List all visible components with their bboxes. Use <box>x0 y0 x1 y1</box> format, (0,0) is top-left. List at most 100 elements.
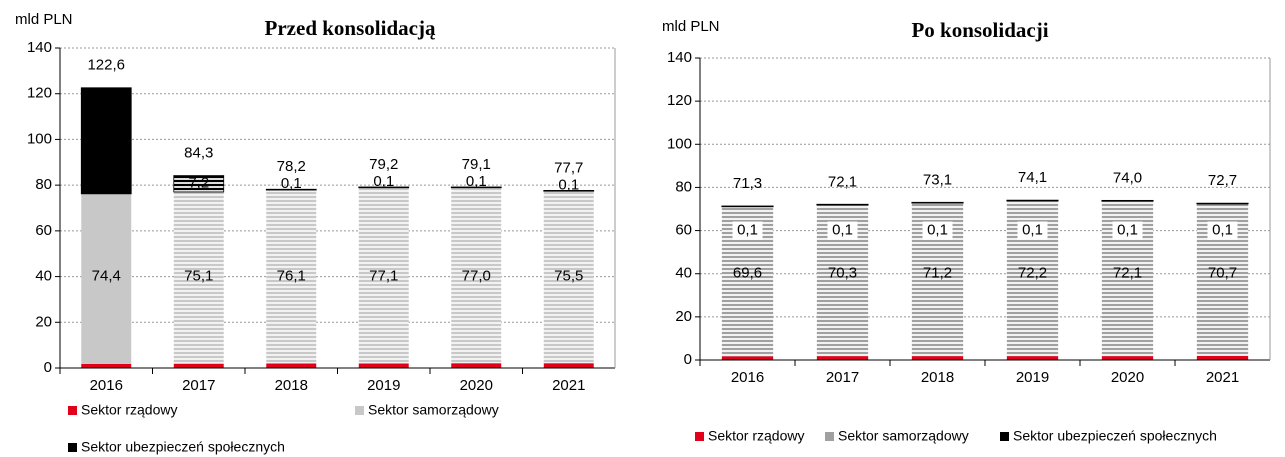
y-axis-label: mld PLN <box>662 18 720 35</box>
value-label: 70,7 <box>1208 265 1237 282</box>
y-tick-label: 80 <box>675 178 692 195</box>
bar-segment <box>265 188 317 191</box>
y-tick-label: 0 <box>684 351 692 368</box>
legend-label: Sektor ubezpieczeń społecznych <box>81 439 285 455</box>
value-label: 0,1 <box>1117 222 1138 239</box>
bar-segment <box>816 203 869 206</box>
bar-segment <box>81 193 132 364</box>
x-tick-label: 2016 <box>90 377 123 394</box>
bar-segment <box>1006 356 1059 360</box>
bar-segment <box>80 87 132 195</box>
chart-title: Przed konsolidacją <box>265 16 436 40</box>
total-label: 74,0 <box>1113 169 1142 186</box>
bar-segment <box>816 356 869 360</box>
total-label: 72,1 <box>828 173 857 190</box>
total-label: 84,3 <box>184 144 213 161</box>
value-label: 75,5 <box>554 268 583 285</box>
bar-segment <box>358 187 409 364</box>
label-bg <box>1207 221 1238 240</box>
value-label: 76,1 <box>277 268 306 285</box>
y-tick-label: 80 <box>35 176 52 193</box>
bar-segment <box>266 363 317 368</box>
legend-swatch <box>1000 432 1009 441</box>
bar-segment <box>1101 356 1154 360</box>
y-tick-label: 0 <box>44 359 52 376</box>
total-label: 77,7 <box>554 159 583 176</box>
bar-segment <box>266 189 317 364</box>
legend-swatch <box>68 443 77 452</box>
value-label: 46,4 <box>92 132 121 149</box>
bar-segment <box>81 363 132 368</box>
value-label: 70,3 <box>828 265 857 282</box>
label-bg <box>1017 221 1048 240</box>
value-label: 0,1 <box>927 222 948 239</box>
value-label: 77,0 <box>462 268 491 285</box>
value-label: 75,1 <box>184 268 213 285</box>
y-tick-label: 120 <box>27 85 52 102</box>
bar-segment <box>173 175 225 193</box>
y-tick-label: 20 <box>35 313 52 330</box>
legend-label: Sektor samorządowy <box>838 428 969 444</box>
value-label: 0,1 <box>737 222 758 239</box>
x-tick-label: 2019 <box>1016 369 1049 386</box>
bar-segment <box>358 186 410 189</box>
value-label: 0,1 <box>1212 222 1233 239</box>
value-label: 72,1 <box>1113 265 1142 282</box>
x-tick-label: 2016 <box>731 369 764 386</box>
value-label: 69,6 <box>733 265 762 282</box>
bar-segment <box>450 186 502 189</box>
bar-segment <box>911 356 964 360</box>
total-label: 79,2 <box>369 156 398 173</box>
bar-segment <box>1196 202 1249 205</box>
value-label: 77,1 <box>369 268 398 285</box>
value-label: 0,1 <box>373 173 394 190</box>
bar-segment <box>358 363 409 368</box>
chart-title: Po konsolidacji <box>911 18 1048 42</box>
bar-segment <box>543 189 595 192</box>
y-tick-label: 60 <box>35 222 52 239</box>
value-label: 0,1 <box>466 173 487 190</box>
x-tick-label: 2021 <box>552 377 585 394</box>
legend-label: Sektor rządowy <box>81 402 177 418</box>
total-label: 78,2 <box>277 158 306 175</box>
y-tick-label: 120 <box>667 92 692 109</box>
x-tick-label: 2020 <box>460 377 493 394</box>
bar-segment <box>451 363 502 368</box>
value-label: 0,1 <box>1022 222 1043 239</box>
legend-swatch <box>825 432 834 441</box>
bar-segment <box>1196 355 1249 360</box>
y-axis-label: mld PLN <box>15 11 73 28</box>
bar-segment <box>173 192 224 364</box>
value-label: 72,2 <box>1018 265 1047 282</box>
bar-segment <box>543 190 594 364</box>
bar-segment <box>1006 199 1059 202</box>
y-tick-label: 40 <box>35 268 52 285</box>
total-label: 71,3 <box>733 175 762 192</box>
x-tick-label: 2017 <box>826 369 859 386</box>
label-bg <box>732 221 763 240</box>
legend-label: Sektor rządowy <box>708 428 804 444</box>
total-label: 74,1 <box>1018 169 1047 186</box>
total-label: 73,1 <box>923 171 952 188</box>
label-bg <box>922 221 953 240</box>
y-tick-label: 140 <box>27 39 52 56</box>
y-tick-label: 100 <box>667 135 692 152</box>
value-label: 0,1 <box>558 176 579 193</box>
total-label: 122,6 <box>87 57 125 74</box>
value-label: 71,2 <box>923 265 952 282</box>
x-tick-label: 2019 <box>367 377 400 394</box>
x-tick-label: 2018 <box>275 377 308 394</box>
legend-swatch <box>355 406 364 415</box>
x-tick-label: 2017 <box>182 377 215 394</box>
total-label: 72,7 <box>1208 172 1237 189</box>
legend-swatch <box>68 406 77 415</box>
legend-label: Sektor ubezpieczeń społecznych <box>1013 428 1217 444</box>
bar-segment <box>451 187 502 364</box>
value-label: 74,4 <box>92 268 121 285</box>
y-tick-label: 60 <box>675 222 692 239</box>
bar-segment <box>543 363 594 368</box>
legend-label: Sektor samorządowy <box>368 402 499 418</box>
bar-segment <box>721 356 774 360</box>
bar-segment <box>911 201 964 204</box>
